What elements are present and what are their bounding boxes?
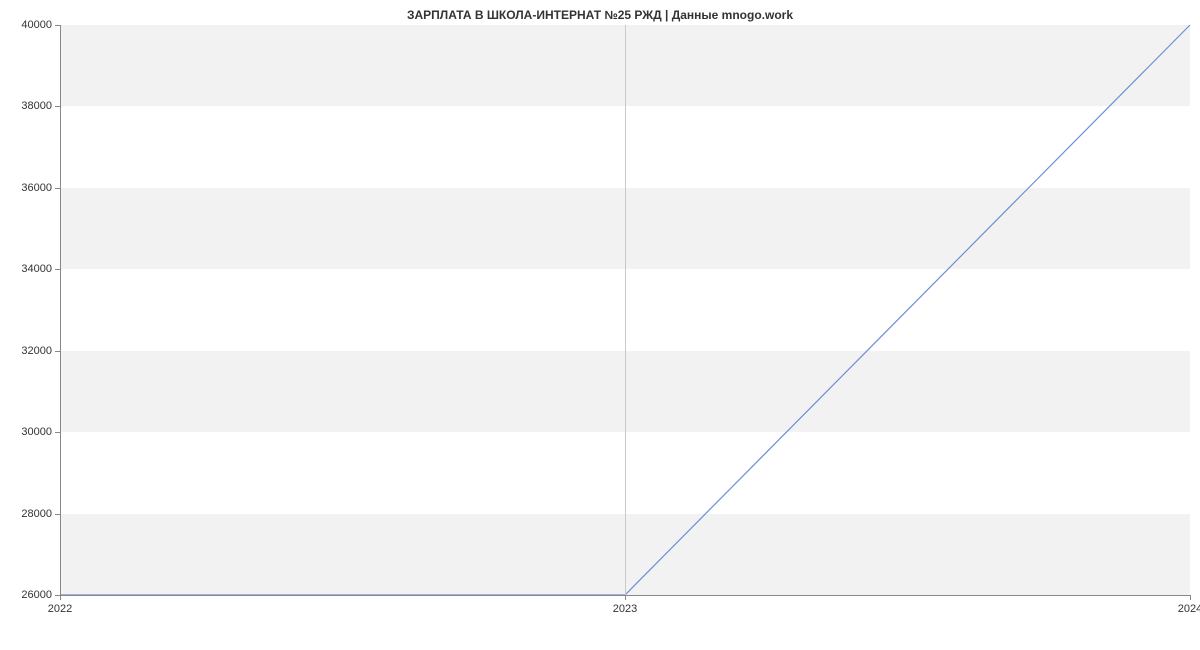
plot-area: 2022202320242600028000300003200034000360… [60, 25, 1190, 595]
x-tick-label: 2023 [613, 603, 637, 615]
x-axis-line [60, 595, 1190, 596]
y-tick-label: 30000 [21, 426, 52, 438]
y-tick-label: 38000 [21, 100, 52, 112]
y-tick-label: 28000 [21, 508, 52, 520]
chart-container: ЗАРПЛАТА В ШКОЛА-ИНТЕРНАТ №25 РЖД | Данн… [0, 0, 1200, 650]
chart-title: ЗАРПЛАТА В ШКОЛА-ИНТЕРНАТ №25 РЖД | Данн… [0, 8, 1200, 22]
x-tick-label: 2022 [48, 603, 72, 615]
x-tick-mark [1190, 595, 1191, 600]
x-tick-label: 2024 [1178, 603, 1200, 615]
y-tick-label: 32000 [21, 345, 52, 357]
y-axis-line [60, 25, 61, 595]
y-tick-label: 36000 [21, 182, 52, 194]
x-gridline [625, 25, 626, 595]
y-tick-label: 26000 [21, 589, 52, 601]
y-tick-label: 40000 [21, 19, 52, 31]
y-tick-label: 34000 [21, 263, 52, 275]
